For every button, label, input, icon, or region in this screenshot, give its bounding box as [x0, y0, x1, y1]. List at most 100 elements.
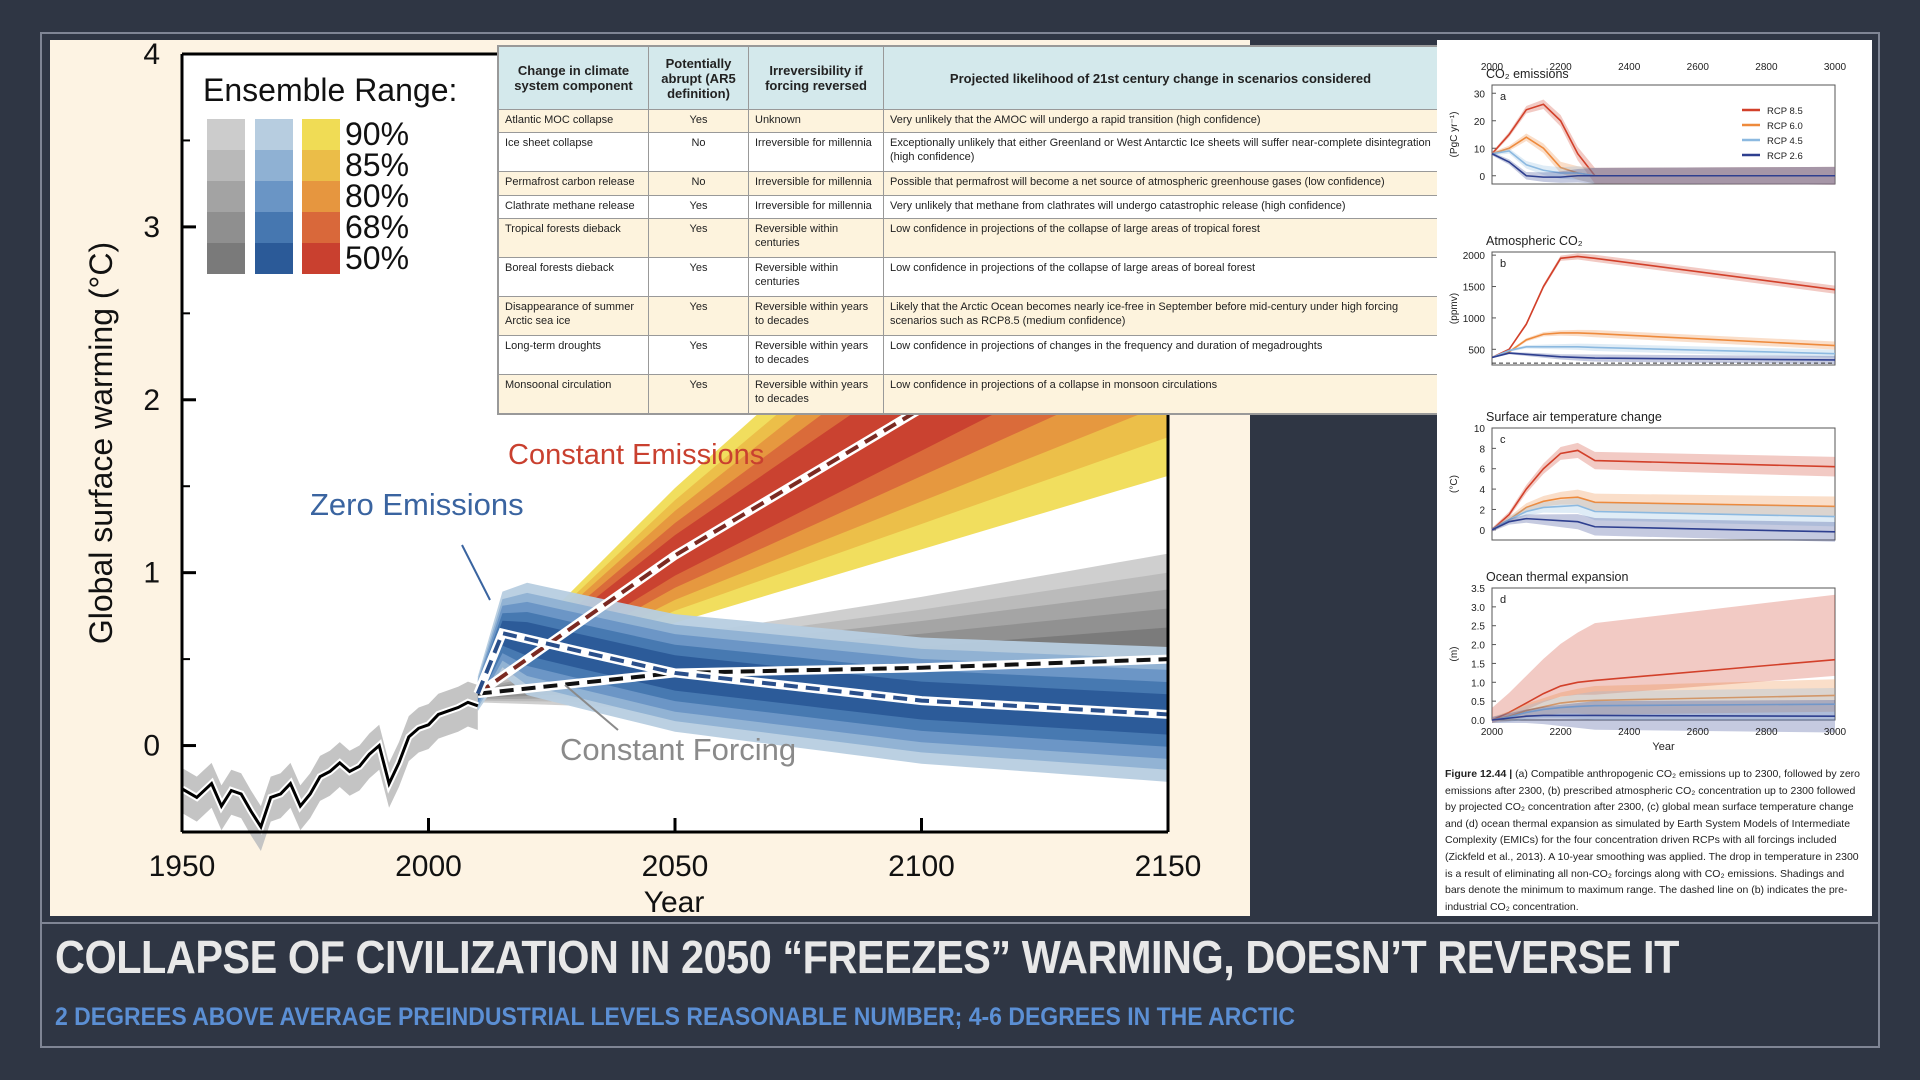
table-cell: Likely that the Arctic Ocean becomes nea…	[883, 296, 1438, 336]
table-cell: Yes	[648, 218, 749, 259]
figure-caption: Figure 12.44 | (a) Compatible anthropoge…	[1445, 766, 1865, 915]
table-cell: Yes	[648, 296, 749, 336]
panel-ytick-label: 2.5	[1471, 622, 1485, 633]
series-line	[1491, 153, 1835, 178]
legend-swatch	[302, 181, 340, 212]
legend-swatch	[302, 212, 340, 243]
caption-label: Figure 12.44 |	[1445, 768, 1513, 780]
legend-label: RCP 6.0	[1767, 121, 1803, 132]
y-tick-label: 2	[143, 384, 160, 417]
table-row: Permafrost carbon release No Irreversible …	[498, 171, 1438, 196]
series-band	[1492, 679, 1835, 724]
slide-subtitle: 2 DEGREES ABOVE AVERAGE PREINDUSTRIAL LE…	[55, 1003, 1296, 1031]
panel-ytick-label: 20	[1474, 117, 1486, 128]
table-cell: Tropical forests dieback	[498, 218, 649, 259]
panel-title: Surface air temperature change	[1486, 410, 1662, 424]
slide-title: COLLAPSE OF CIVILIZATION IN 2050 “FREEZE…	[55, 931, 1679, 983]
series-line	[1491, 714, 1836, 721]
legend-swatch	[302, 119, 340, 150]
legend-swatch	[207, 212, 245, 243]
series-band	[1492, 329, 1835, 359]
top-xtick-label: 2200	[1549, 62, 1572, 73]
table-cell: Reversible within centuries	[748, 257, 884, 298]
table-cell: Monsoonal circulation	[498, 373, 649, 415]
series-band	[1492, 497, 1835, 532]
y-tick-label: 0	[143, 730, 160, 763]
table-cell: Low confidence in projections of a colla…	[883, 373, 1438, 415]
panel-ytick-label: 1500	[1463, 283, 1486, 294]
table-element: Change in climate system component Potent…	[498, 46, 1438, 415]
legend-swatch	[207, 181, 245, 212]
panel-frame	[1491, 587, 1836, 721]
legend-swatch	[207, 243, 245, 274]
panel-frame	[1491, 251, 1836, 366]
legend-level-label: 85%	[345, 147, 409, 183]
table-row: Boreal forests dieback Yes Reversible with…	[498, 257, 1438, 298]
constant-forcing-line	[477, 657, 1169, 696]
panel-letter: d	[1500, 594, 1506, 606]
top-xtick-label: 2600	[1687, 62, 1710, 73]
panel-letter: b	[1500, 258, 1506, 270]
panel-ytick-label: 1.5	[1471, 659, 1485, 670]
table-cell: Possible that permafrost will become a n…	[883, 171, 1438, 196]
table-cell: Reversible within years to decades	[748, 373, 884, 415]
series-band	[1492, 133, 1835, 185]
table-cell: Yes	[648, 194, 749, 220]
table-cell: Atlantic MOC collapse	[498, 108, 649, 134]
table-cell: Irreversible for millennia	[748, 132, 884, 173]
legend-swatch	[255, 181, 293, 212]
legend-label: RCP 8.5	[1767, 106, 1803, 117]
legend-level-label: 50%	[345, 240, 409, 276]
historical-spread	[182, 681, 478, 852]
table-cell: Yes	[648, 373, 749, 415]
x-tick-label: 2050	[642, 850, 709, 883]
legend-level-label: 90%	[345, 116, 409, 152]
legend-swatch	[255, 212, 293, 243]
series-line	[1491, 517, 1836, 533]
series-line	[1491, 703, 1836, 721]
table-row: Disappearance of summer Arctic sea ice Ye…	[498, 296, 1438, 336]
panel-frame	[1491, 427, 1836, 541]
panel-ylabel: (ppmv)	[1449, 293, 1460, 324]
legend-swatch	[302, 150, 340, 181]
table-cell: Reversible within years to decades	[748, 296, 884, 336]
column-header: Potentially abrupt (AR5 definition)	[648, 46, 749, 110]
series-line	[1491, 658, 1836, 721]
legend-level-label: 80%	[345, 178, 409, 214]
table-cell: Reversible within years to decades	[748, 335, 884, 375]
panel-ytick-label: 10	[1474, 144, 1486, 155]
table-cell: Clathrate methane release	[498, 194, 649, 220]
title-divider	[40, 922, 1880, 924]
top-xtick-label: 3000	[1824, 62, 1847, 73]
historical-line	[181, 700, 479, 831]
panel-ylabel: (m)	[1449, 647, 1460, 662]
table-row: Long-term droughts Yes Reversible within y…	[498, 335, 1438, 375]
y-axis-label: Global surface warming (°C)	[83, 242, 119, 644]
series-line	[1491, 255, 1836, 359]
table-cell: Low confidence in projections of the col…	[883, 257, 1438, 298]
panel-ylabel: (PgC yr⁻¹)	[1449, 112, 1460, 158]
table-cell: No	[648, 132, 749, 173]
panel-ytick-label: 3.5	[1471, 584, 1485, 595]
table-cell: Permafrost carbon release	[498, 171, 649, 196]
table-row: Clathrate methane release Yes Irreversible…	[498, 194, 1438, 220]
panel-ytick-label: 3.0	[1471, 603, 1485, 614]
panel-ytick-label: 500	[1468, 345, 1485, 356]
table-cell: Irreversible for millennia	[748, 194, 884, 220]
series-line	[1491, 345, 1836, 359]
legend-swatch	[255, 243, 293, 274]
panel-letter: a	[1500, 91, 1507, 103]
panel-ytick-label: 8	[1479, 444, 1485, 455]
zero-emissions-pointer	[461, 544, 491, 601]
y-tick-label: 4	[143, 40, 160, 71]
panel-ytick-label: 10	[1474, 424, 1486, 435]
table-cell: Very unlikely that methane from clathrat…	[883, 194, 1438, 220]
annotation-constant-emissions: Constant Emissions	[508, 439, 764, 471]
table-cell: Boreal forests dieback	[498, 257, 649, 298]
top-xtick-label: 2000	[1481, 62, 1504, 73]
series-band	[1492, 489, 1835, 532]
constant-forcing-pointer	[564, 684, 619, 731]
legend-swatch	[302, 243, 340, 274]
panel-title: Atmospheric CO₂	[1486, 234, 1583, 248]
panel-ytick-label: 2.0	[1471, 641, 1485, 652]
